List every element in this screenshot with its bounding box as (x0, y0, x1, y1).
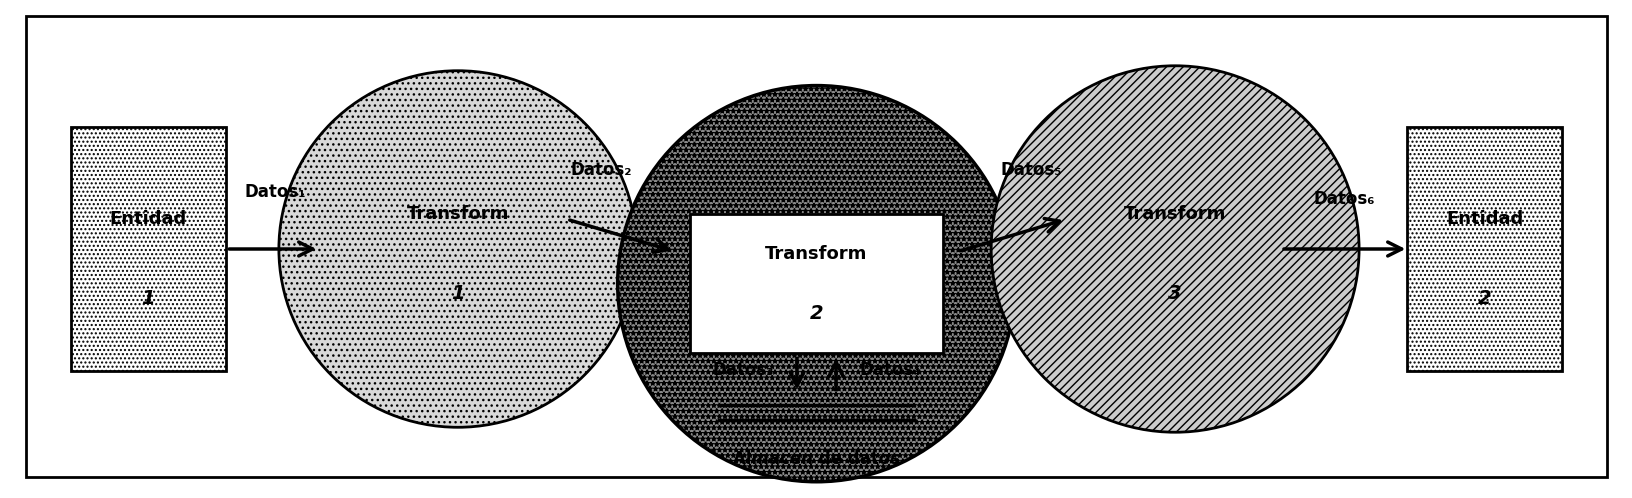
Ellipse shape (279, 71, 636, 427)
Text: 2: 2 (809, 304, 823, 323)
Text: Transform: Transform (765, 245, 867, 263)
Text: Datos₃: Datos₃ (712, 362, 774, 379)
Text: 1: 1 (450, 284, 465, 303)
Text: Datos₅: Datos₅ (1000, 161, 1062, 179)
Text: Datos₁: Datos₁ (245, 183, 305, 201)
Text: 3: 3 (1167, 284, 1182, 303)
FancyBboxPatch shape (690, 214, 942, 353)
Ellipse shape (617, 86, 1015, 482)
Text: Almacén de datos: Almacén de datos (733, 450, 899, 468)
FancyBboxPatch shape (70, 127, 225, 371)
Text: 2: 2 (1477, 289, 1490, 308)
Text: Transform: Transform (1123, 205, 1226, 223)
Text: Datos₄: Datos₄ (858, 362, 920, 379)
Text: Datos₆: Datos₆ (1314, 190, 1374, 209)
Ellipse shape (991, 66, 1358, 432)
Text: Datos₂: Datos₂ (570, 161, 632, 179)
Text: Transform: Transform (406, 205, 509, 223)
Text: 1: 1 (142, 289, 155, 308)
FancyBboxPatch shape (1407, 127, 1562, 371)
Text: Entidad: Entidad (109, 210, 186, 228)
Text: Entidad: Entidad (1446, 210, 1523, 228)
